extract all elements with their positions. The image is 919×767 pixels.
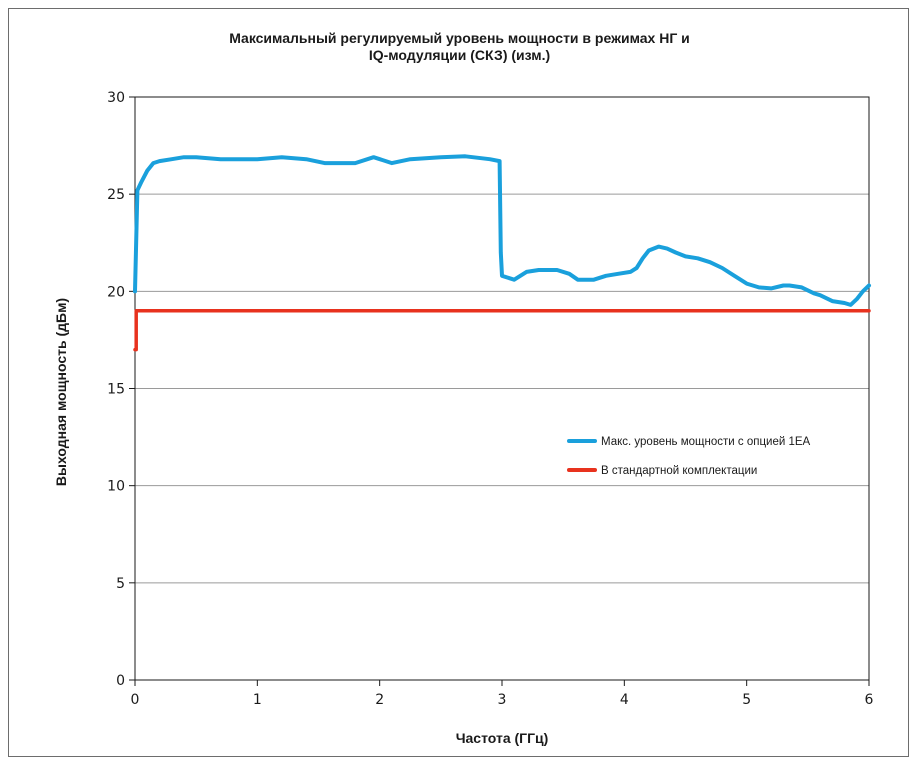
y-tick-label: 15 [107, 382, 125, 398]
series-line-option-1ea [133, 154, 871, 307]
y-tick-label: 0 [116, 673, 125, 689]
y-tick-label: 25 [107, 187, 125, 203]
series-lines [133, 154, 871, 352]
legend-label: В стандартной комплектации [601, 465, 757, 477]
x-tick-label: 2 [375, 692, 384, 708]
plot-area [129, 96, 870, 686]
legend-label: Макс. уровень мощности с опцией 1EA [601, 436, 811, 448]
x-tick-label: 4 [620, 692, 629, 708]
x-tick-label: 5 [742, 692, 751, 708]
x-tick-label: 6 [865, 692, 874, 708]
y-tick-label: 30 [107, 90, 125, 106]
chart-title-line2: IQ-модуляции (СКЗ) (изм.) [368, 47, 551, 63]
y-tick-label: 20 [107, 284, 125, 300]
chart-frame [8, 8, 909, 757]
legend: Макс. уровень мощности с опцией 1EA В ста… [567, 436, 811, 477]
x-tick-label: 1 [253, 692, 262, 708]
x-tick-label: 3 [498, 692, 507, 708]
x-axis-title: Частота (ГГц) [456, 730, 549, 746]
y-tick-label: 10 [107, 479, 125, 495]
y-tick-label: 5 [116, 576, 125, 592]
y-axis-title: Выходная мощность (дБм) [53, 298, 69, 486]
x-tick-label: 0 [131, 692, 140, 708]
chart-title-line1: Максимальный регулируемый уровень мощнос… [229, 30, 690, 46]
tick-labels: 0 5 10 15 20 25 30 0 1 2 3 4 5 6 [107, 90, 873, 708]
series-line-standard [133, 309, 871, 352]
